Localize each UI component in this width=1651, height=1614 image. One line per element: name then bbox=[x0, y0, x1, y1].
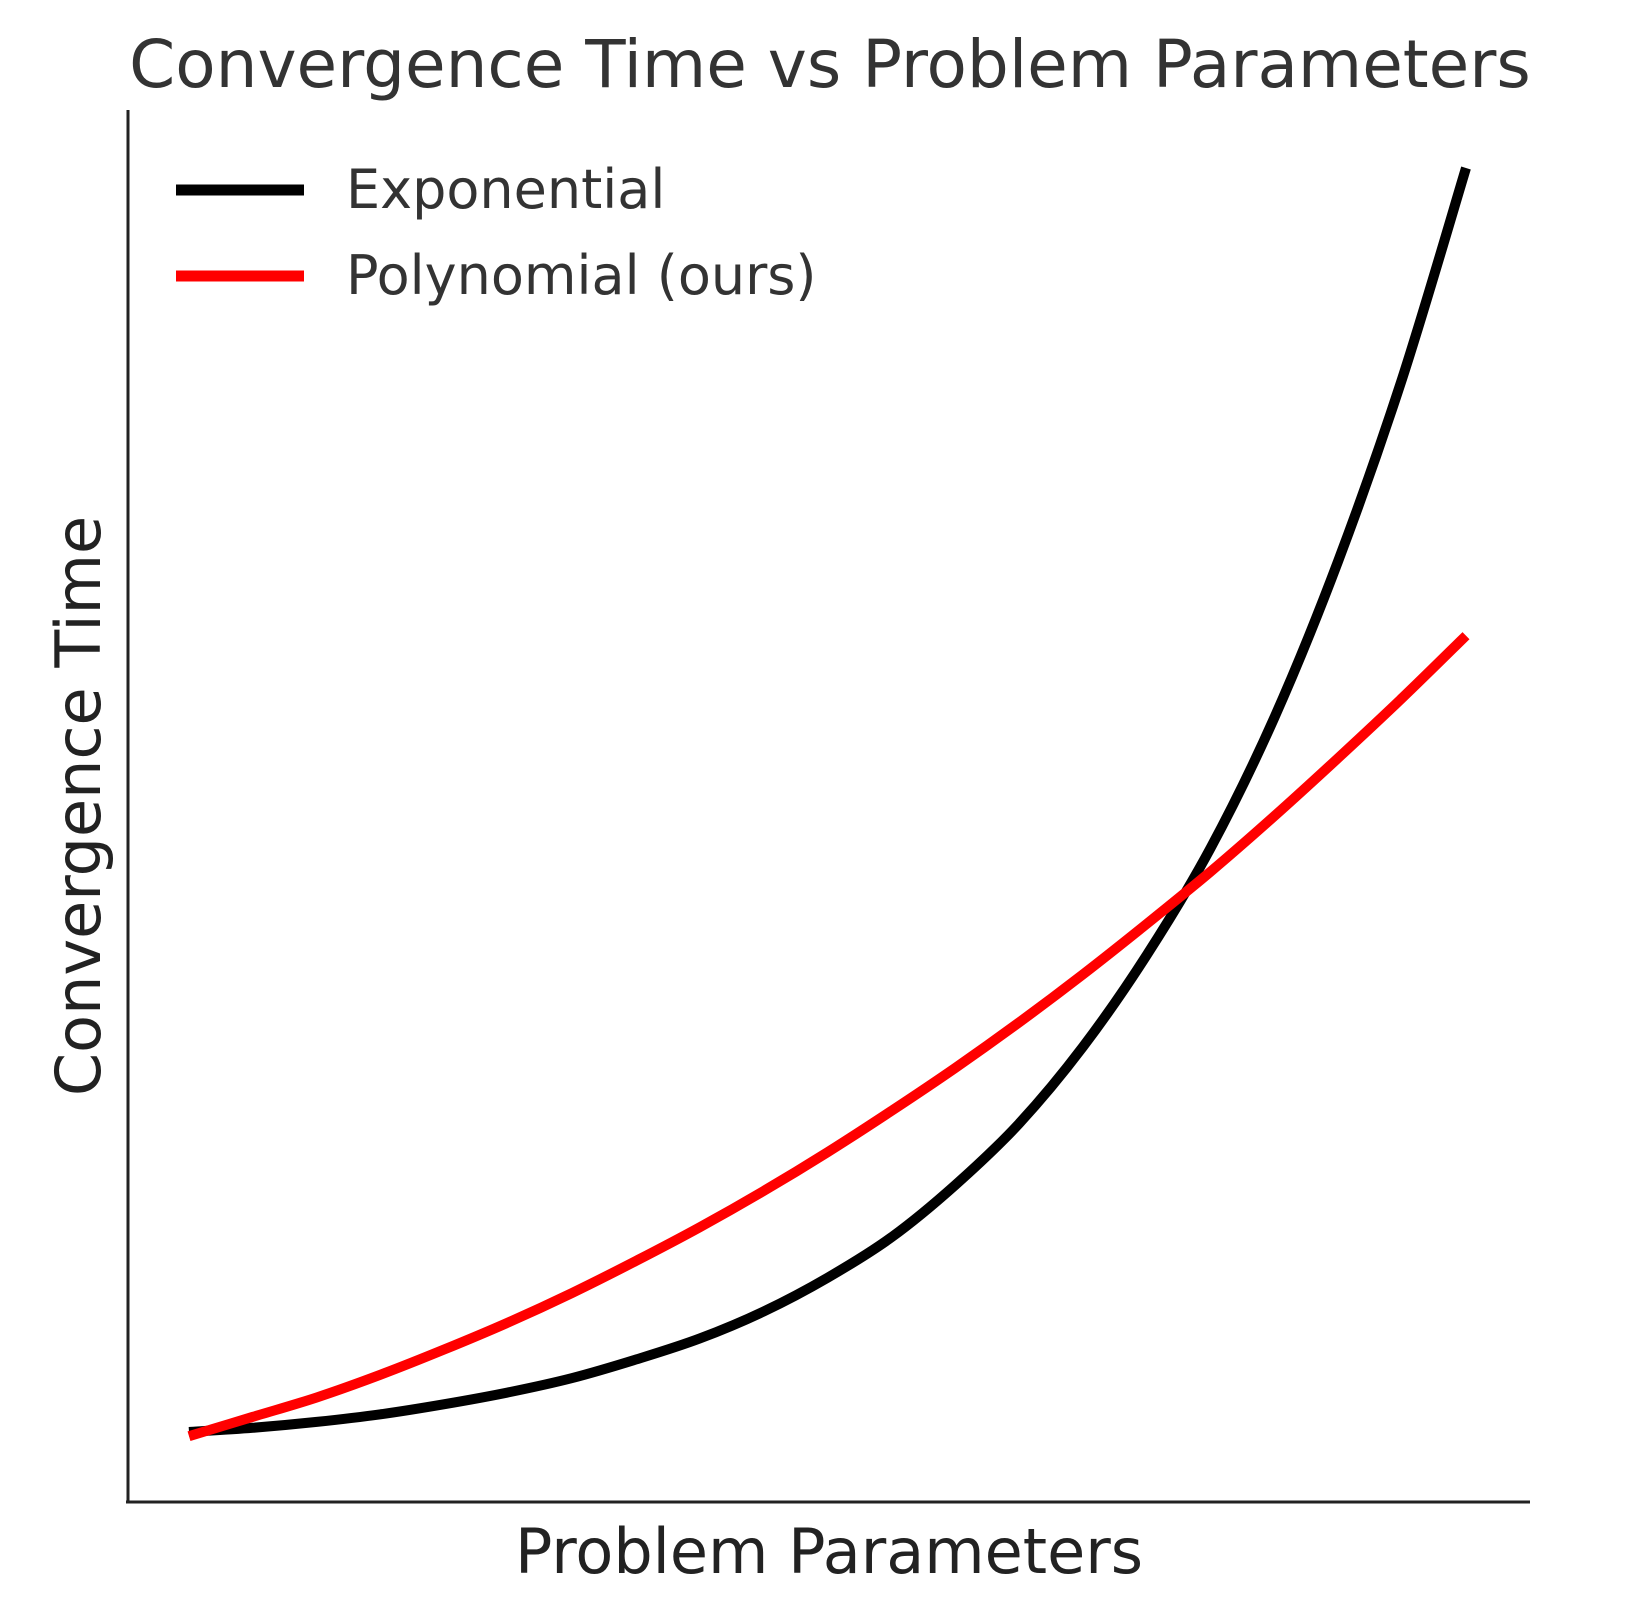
y-axis-label: Convergence Time bbox=[42, 516, 115, 1096]
series-line-polynomial bbox=[187, 632, 1470, 1441]
legend-label-0: Exponential bbox=[346, 158, 665, 221]
legend-label-1: Polynomial (ours) bbox=[346, 244, 817, 307]
chart-title: Convergence Time vs Problem Parameters bbox=[129, 26, 1531, 103]
series-layer bbox=[187, 166, 1471, 1441]
legend: Exponential Polynomial (ours) bbox=[176, 158, 817, 307]
x-axis-label: Problem Parameters bbox=[515, 1515, 1143, 1588]
series-line-exponential bbox=[188, 166, 1471, 1437]
